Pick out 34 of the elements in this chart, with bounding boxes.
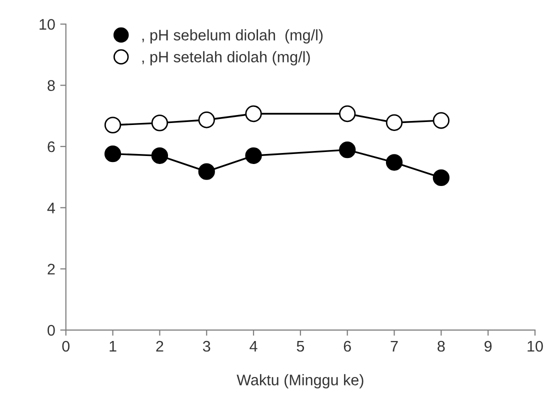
x-tick-label: 4 <box>250 341 258 352</box>
x-tick-label: 3 <box>202 340 210 352</box>
point <box>386 154 403 171</box>
point <box>432 169 450 186</box>
x-tick-label: 9 <box>484 340 492 352</box>
point <box>104 116 122 134</box>
y-tick-label: 4 <box>47 202 56 214</box>
point <box>245 105 262 122</box>
x-axis-title: Waktu (Minggu ke) <box>236 374 364 388</box>
x-tick-label: 5 <box>296 341 304 352</box>
point <box>151 147 168 164</box>
point <box>245 147 262 164</box>
x-tick-label: 1 <box>110 341 116 352</box>
y-tick-label: 2 <box>48 264 55 274</box>
legend-label: , pH setelah diolah (mg/l) <box>142 51 310 66</box>
point <box>339 142 356 158</box>
x-tick-label: 6 <box>344 340 351 352</box>
point <box>104 145 122 162</box>
x-tick-label: 10 <box>528 340 543 352</box>
x-tick-label: 2 <box>156 340 164 352</box>
y-tick-label: 6 <box>48 141 55 152</box>
y-tick-label: 8 <box>48 80 55 91</box>
point <box>386 114 403 131</box>
x-tick-label: 7 <box>390 341 398 352</box>
point <box>339 105 356 122</box>
point <box>151 114 168 132</box>
y-tick-label: 0 <box>48 324 55 336</box>
legend-label: , pH sebelum diolah (mg/l) <box>142 29 323 44</box>
x-tick-label: 0 <box>62 340 70 352</box>
x-tick-label: 8 <box>438 340 445 352</box>
point <box>198 112 215 128</box>
point <box>432 112 450 129</box>
point <box>198 163 215 180</box>
y-tick-label: 10 <box>40 18 55 30</box>
